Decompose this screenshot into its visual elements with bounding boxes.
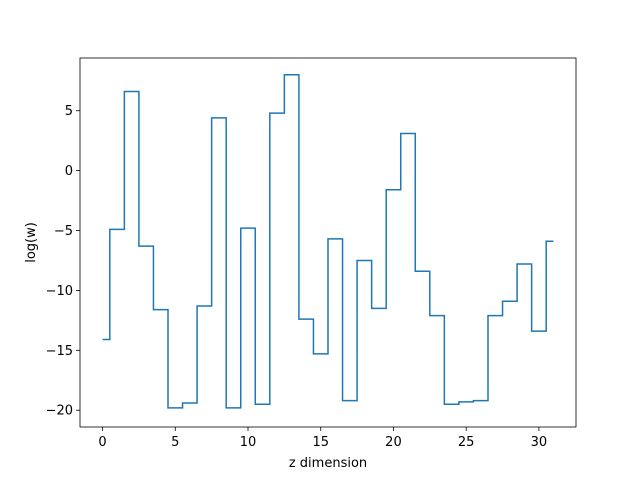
axes-frame	[79, 57, 577, 428]
x-tick-label: 30	[531, 435, 548, 450]
x-tick-label: 0	[98, 435, 106, 450]
y-tick-label: −20	[46, 404, 73, 419]
y-tick-label: 5	[65, 104, 73, 119]
series-line	[102, 74, 554, 409]
plot-area	[102, 74, 554, 409]
x-tick-label: 5	[171, 435, 179, 450]
x-tick-label: 25	[458, 435, 475, 450]
y-axis: −20 −15 −10 −5 0 5	[46, 104, 80, 419]
x-axis-label: z dimension	[289, 456, 367, 471]
x-tick-label: 10	[240, 435, 257, 450]
x-tick-label: 20	[385, 435, 402, 450]
y-tick-label: −5	[54, 224, 73, 239]
y-tick-label: −10	[46, 284, 73, 299]
y-axis-label: log(w)	[24, 222, 39, 263]
x-axis: 0 5 10 15 20 25 30	[98, 427, 547, 450]
y-tick-label: 0	[65, 164, 73, 179]
y-tick-label: −15	[46, 344, 73, 359]
x-tick-label: 15	[312, 435, 329, 450]
